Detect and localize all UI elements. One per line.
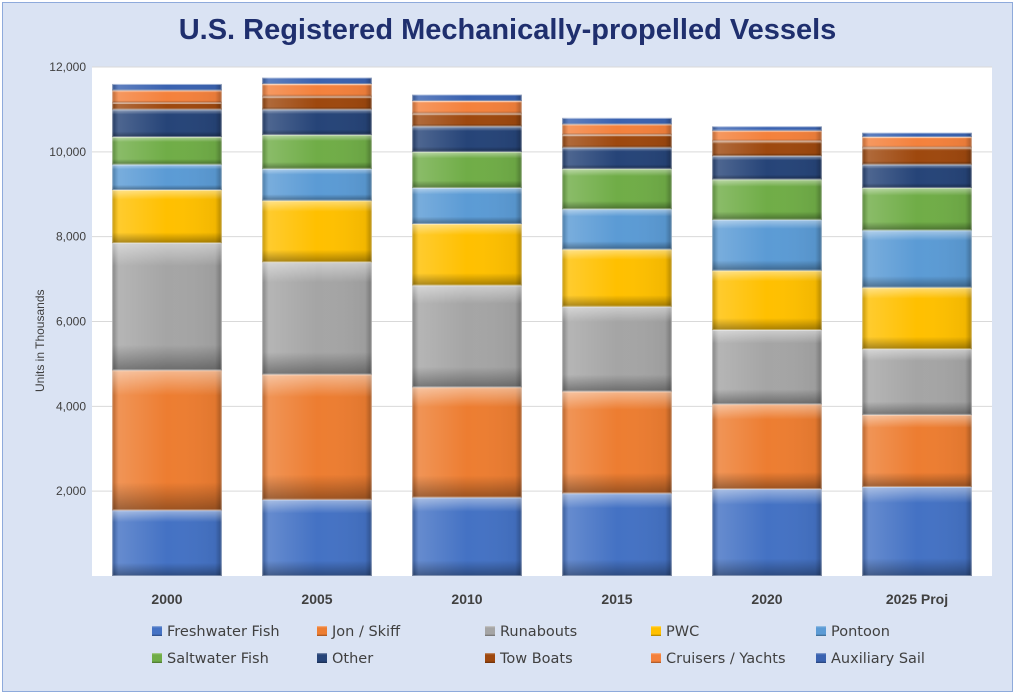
bar-segment [712,141,822,157]
bar-segment [412,223,522,286]
bar-segment [862,486,972,576]
bar-segment [562,124,672,135]
bar-segment [862,230,972,288]
bar-segment [412,113,522,127]
bar-segment [412,285,522,388]
bar-segment [412,187,522,224]
x-tick-label: 2005 [301,591,332,607]
bar-segment [262,374,372,500]
y-axis-title-wrap: Units in Thousands [33,289,47,392]
bar-segment [262,109,372,135]
legend-item: Other [317,651,373,667]
bar-segment [112,136,222,165]
bar-segment [112,243,222,371]
x-tick-label: 2020 [751,591,782,607]
legend-item: Tow Boats [485,651,573,667]
legend-item: Runabouts [485,624,577,640]
bar-segment [262,83,372,97]
bar-segment [862,414,972,487]
bar-segment [412,151,522,188]
bar-segment [412,387,522,498]
y-tick-label: 10,000 [49,145,86,159]
bar-segment [262,134,372,169]
bar-segment [262,77,372,84]
legend-item: Saltwater Fish [152,651,269,667]
bar-segment [562,134,672,148]
bar-segment [562,209,672,250]
bar-segment [712,489,822,577]
bar-segment [412,94,522,101]
x-tick-label: 2025 Proj [886,591,948,607]
bar-segment [262,200,372,263]
bar-segment [862,147,972,165]
legend-label: PWC [666,624,699,640]
bar-segment [862,349,972,415]
legend-item: Cruisers / Yachts [651,651,786,667]
legend-label: Tow Boats [499,651,573,667]
y-tick-label: 8,000 [56,230,86,244]
bar-segment [262,168,372,201]
bar-segment [112,109,222,137]
bar-segment [712,270,822,330]
bar-segment [112,510,222,577]
bar-segment [262,499,372,576]
bar-segment [112,103,222,110]
bar-segment [862,136,972,148]
bar-segment [862,287,972,350]
x-tick-label: 2015 [601,591,632,607]
bar-segment [562,147,672,169]
bar-segment [862,132,972,137]
legend-item: PWC [651,624,699,640]
bar-segment [562,493,672,577]
bar-segment [712,329,822,405]
bar-segment [562,168,672,210]
legend-item: Jon / Skiff [317,624,401,640]
bar-segment [112,83,222,91]
bar-segment [412,497,522,577]
bar-segment [712,126,822,131]
chart-title: U.S. Registered Mechanically-propelled V… [178,14,837,46]
x-tick-label: 2000 [151,591,182,607]
bar-segment [112,90,222,104]
bar-segment [712,156,822,180]
bar-segment [712,130,822,142]
bar-segment [112,370,222,511]
bar-segment [412,126,522,152]
bar-segment [112,164,222,191]
legend-label: Saltwater Fish [167,651,269,667]
bar-segment [562,306,672,392]
bar-segment [112,190,222,244]
legend-label: Auxiliary Sail [831,651,925,667]
bar-segment [862,164,972,188]
legend-item: Pontoon [816,624,890,640]
y-tick-label: 2,000 [56,484,86,498]
legend-label: Runabouts [500,624,577,640]
bar-segment [862,187,972,231]
legend-label: Jon / Skiff [331,624,401,640]
legend-label: Other [332,651,373,667]
bar-segment [562,391,672,494]
bar-segment [712,404,822,490]
legend-item: Freshwater Fish [152,624,280,640]
bar-segment [712,179,822,220]
legend-label: Pontoon [831,624,890,640]
legend-label: Freshwater Fish [167,624,280,640]
bar-segment [562,249,672,307]
bar-segment [262,96,372,110]
legend-item: Auxiliary Sail [816,651,925,667]
bar-segment [262,262,372,375]
y-tick-label: 12,000 [49,60,86,74]
legend-label: Cruisers / Yachts [666,651,786,667]
y-tick-label: 6,000 [56,315,86,329]
y-axis-title: Units in Thousands [33,289,47,392]
y-tick-label: 4,000 [56,399,86,413]
bar-segment [412,100,522,114]
bar-segment [562,117,672,125]
x-tick-label: 2010 [451,591,482,607]
bar-segment [712,219,822,271]
